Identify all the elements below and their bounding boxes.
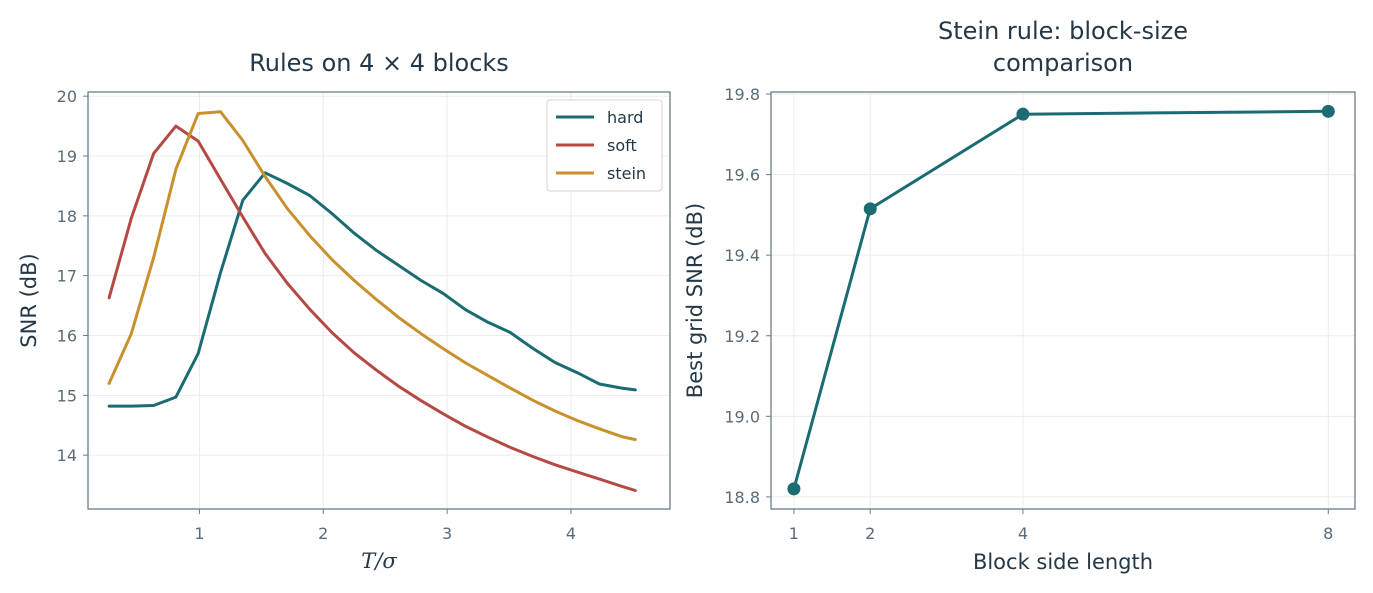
x-tick-label: 2 (865, 524, 875, 543)
series-line-stein (107, 110, 637, 442)
left-chart-ticks: 1 2 3 4 14 15 16 17 18 19 20 (57, 87, 576, 543)
right-chart-xlabel: Block side length (973, 550, 1153, 574)
y-tick-label: 19.2 (724, 327, 760, 346)
right-chart-series (787, 104, 1335, 496)
x-tick-label: 3 (442, 524, 452, 543)
data-point (787, 482, 801, 496)
y-tick-label: 19.4 (724, 246, 760, 265)
right-chart-panel: Stein rule: block-size comparison 1 2 4 8 18… (683, 17, 1356, 574)
y-tick-label: 17 (57, 267, 77, 286)
x-tick-label: 4 (566, 524, 576, 543)
x-tick-label: 1 (789, 524, 799, 543)
right-chart-title-line2: comparison (993, 49, 1133, 77)
right-chart-frame (770, 91, 1356, 510)
left-chart-panel: Rules on 4 × 4 blocks 1 2 3 4 14 15 16 17 18 19 20… (17, 49, 671, 573)
x-tick-label: 1 (194, 524, 204, 543)
right-chart-ticks: 1 2 4 8 18.8 19.0 19.2 19.4 19.6 19.8 (724, 85, 1333, 543)
left-chart-xlabel: T/σ (361, 549, 397, 573)
y-tick-label: 19.8 (724, 85, 760, 104)
x-tick-label: 8 (1323, 524, 1333, 543)
legend-box (546, 99, 663, 192)
y-tick-label: 16 (57, 326, 77, 345)
legend-label-hard: hard (607, 108, 643, 127)
y-tick-label: 15 (57, 386, 77, 405)
series-line-soft (107, 124, 637, 492)
left-chart-frame (87, 91, 671, 510)
data-point (1016, 107, 1030, 121)
left-chart-ylabel: SNR (dB) (17, 253, 41, 347)
y-tick-label: 20 (57, 87, 77, 106)
right-chart-grid (771, 92, 1355, 509)
y-tick-label: 19.0 (724, 407, 760, 426)
data-point (863, 202, 877, 216)
series-line-hard (107, 171, 637, 408)
legend-label-stein: stein (607, 164, 646, 183)
right-chart-title-line1: Stein rule: block-size (938, 17, 1188, 45)
data-point (1321, 104, 1335, 118)
series-line-snr (792, 109, 1330, 491)
y-tick-label: 19.6 (724, 166, 760, 185)
legend-label-soft: soft (607, 136, 637, 155)
y-tick-label: 19 (57, 147, 77, 166)
y-tick-label: 14 (57, 446, 77, 465)
y-tick-label: 18 (57, 207, 77, 226)
y-tick-label: 18.8 (724, 488, 760, 507)
x-tick-label: 2 (318, 524, 328, 543)
left-chart-title: Rules on 4 × 4 blocks (249, 49, 509, 77)
left-chart-series (107, 110, 637, 492)
left-chart-legend: hard soft stein (546, 99, 663, 192)
x-tick-label: 4 (1018, 524, 1028, 543)
right-chart-ylabel: Best grid SNR (dB) (683, 203, 707, 398)
